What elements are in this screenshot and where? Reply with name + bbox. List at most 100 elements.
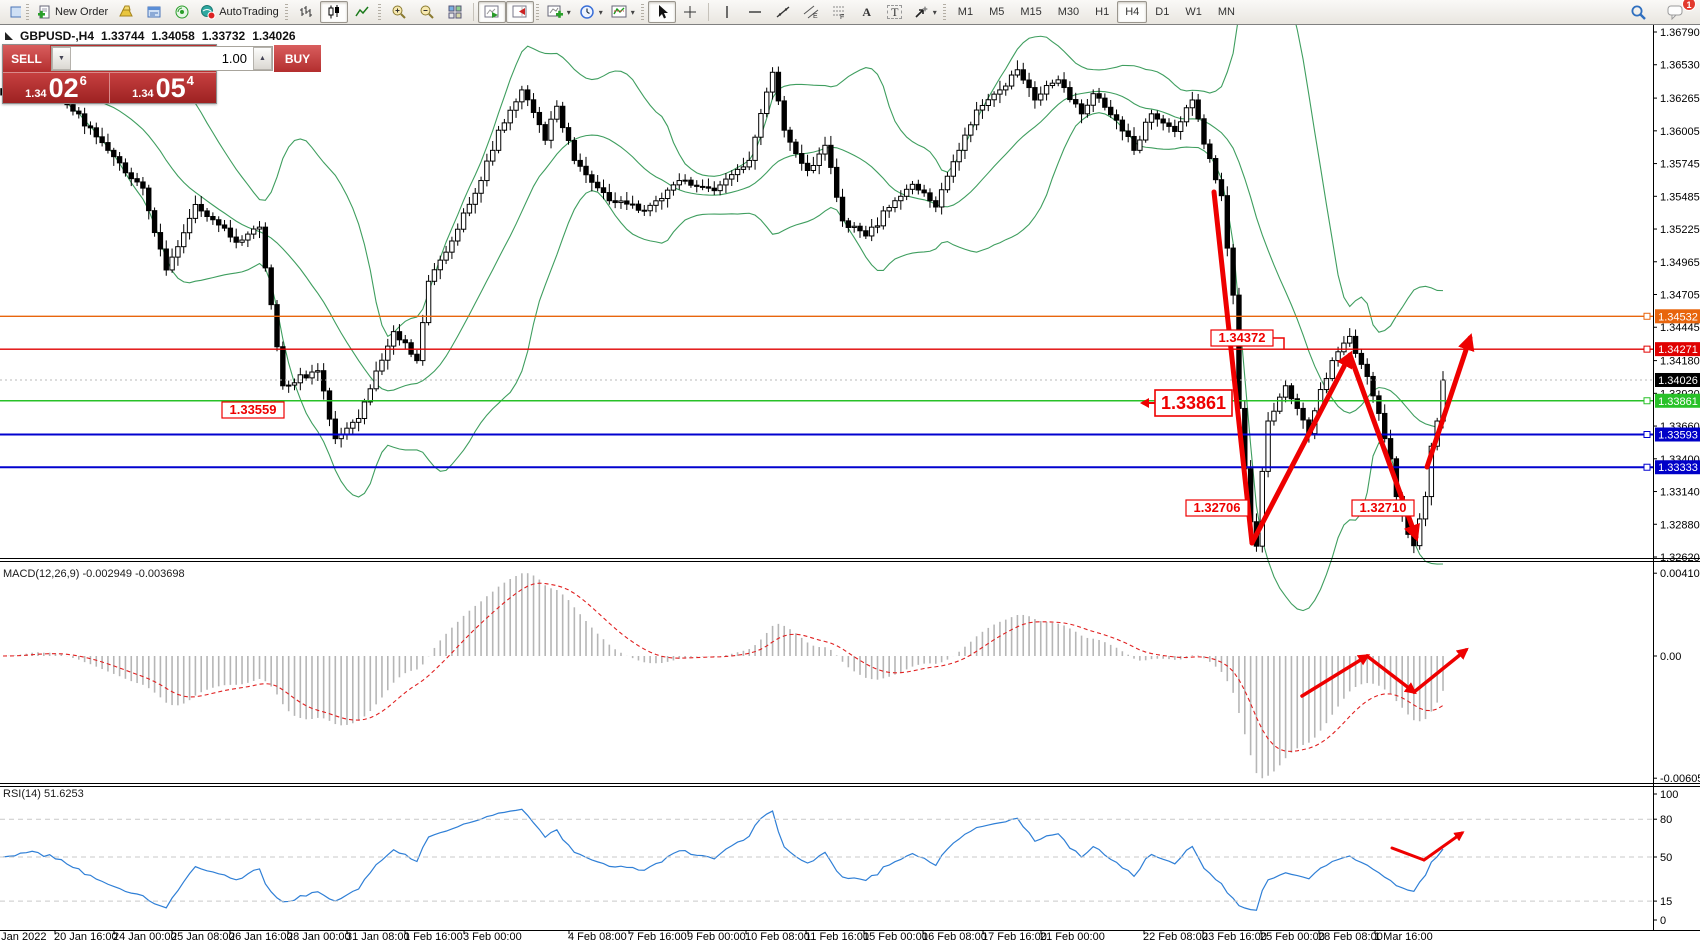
signal-button[interactable] [168, 1, 196, 23]
volume-increase-button[interactable]: ▲ [253, 47, 272, 70]
trend-arrow[interactable] [1412, 647, 1469, 694]
trend-arrow[interactable] [1365, 654, 1417, 695]
rsi-axis-tick: 15 [1660, 896, 1672, 908]
macd-axis-tick: 0.00 [1660, 651, 1681, 663]
search-button[interactable] [1624, 1, 1652, 23]
symbol-triangle-icon [5, 32, 13, 40]
price-axis-tick: 1.35225 [1660, 224, 1700, 236]
price-annotation-box[interactable] [1351, 499, 1415, 517]
macd-indicator-label: MACD(12,26,9) -0.002949 -0.003698 [3, 568, 185, 580]
metaeditor-button[interactable] [140, 1, 168, 23]
period-clock-button[interactable]: ▾ [575, 1, 607, 23]
price-level-badge-text: 1.33333 [1658, 462, 1698, 474]
trend-arrow[interactable] [1249, 350, 1353, 546]
trendline-icon [776, 6, 790, 18]
vertical-line-tool-button[interactable] [713, 1, 741, 23]
auto-scroll-button[interactable] [477, 1, 506, 23]
equidistant-channel-icon: E [803, 5, 819, 20]
toolbar-grip [26, 4, 29, 20]
time-axis-label: 25 Feb 00:00 [1260, 931, 1325, 942]
trend-arrow[interactable] [1424, 333, 1475, 470]
time-axis-label: 22 Feb 08:00 [1143, 931, 1208, 942]
autotrading-button[interactable]: AutoTrading [196, 1, 283, 23]
rsi-axis-tick: 50 [1660, 852, 1672, 864]
price-level-badge [1655, 309, 1700, 324]
price-level-badge [1655, 393, 1700, 408]
gold-button[interactable] [112, 1, 140, 23]
one-click-price-row: 1.34 02 6 1.34 05 4 [3, 72, 216, 103]
rsi-axis-tick: 100 [1660, 789, 1678, 801]
zoom-in-button[interactable] [385, 1, 413, 23]
crosshair-icon [683, 6, 696, 18]
price-level-badge-text: 1.34271 [1658, 344, 1698, 356]
timeframe-h1[interactable]: H1 [1095, 6, 1110, 18]
trendline-tool-button[interactable] [769, 1, 797, 23]
line-chart-button[interactable] [348, 1, 376, 23]
price-axis-tick: 1.35745 [1660, 159, 1700, 171]
dropdown-caret-icon: ▾ [630, 7, 635, 17]
indicators-button[interactable]: ▾ [607, 1, 639, 23]
timeframe-m15[interactable]: M15 [1020, 6, 1042, 18]
channel-letter: E [813, 13, 818, 20]
price-annotation-box[interactable] [1185, 499, 1249, 517]
axes: 1.36790 1.36530 1.36265 1.36005 1.35745 1.354… [0, 25, 1700, 931]
price-axis-tick: 1.34965 [1660, 257, 1700, 269]
new-order-button[interactable]: New Order [33, 1, 112, 23]
cursor-tool-button[interactable] [647, 1, 676, 23]
macd-axis-tick: -0.006056 [1660, 773, 1700, 785]
sell-button[interactable]: SELL [3, 45, 50, 72]
timeframe-m1[interactable]: M1 [957, 6, 974, 18]
sell-price[interactable]: 1.34 02 6 [3, 73, 109, 103]
price-annotation-text: 1.33861 [1161, 393, 1226, 413]
dropdown-caret-icon: ▾ [598, 7, 603, 17]
notifications-button[interactable]: 1 [1662, 0, 1696, 23]
text-tool-button[interactable]: A [853, 1, 881, 23]
horizontal-line-tool-button[interactable] [741, 1, 769, 23]
ohlc-low: 1.33732 [201, 29, 246, 43]
price-axis-tick: 1.36265 [1660, 93, 1700, 105]
price-level-badge [1655, 427, 1700, 442]
trend-arrow[interactable] [1300, 654, 1371, 698]
new-chart-button[interactable]: ▾ [543, 1, 575, 23]
toolbar-separator [707, 3, 709, 21]
bar-chart-button[interactable] [292, 1, 320, 23]
volume-input[interactable] [71, 51, 253, 66]
time-axis-label: 1 Mar 16:00 [1374, 931, 1433, 942]
timeframe-d1[interactable]: D1 [1155, 6, 1170, 18]
zoom-out-button[interactable] [413, 1, 441, 23]
price-axis-tick: 1.32880 [1660, 519, 1700, 531]
price-annotation-box[interactable] [221, 401, 285, 419]
trend-arrow[interactable] [1422, 831, 1465, 862]
timeframe-w1[interactable]: W1 [1185, 6, 1202, 18]
price-annotation-box[interactable] [1210, 329, 1274, 347]
timeframe-h4[interactable]: H4 [1117, 1, 1148, 23]
price-annotation-text: 1.32710 [1360, 500, 1407, 515]
trend-arrow[interactable] [1211, 189, 1255, 546]
clipped-toolbar-icon[interactable] [2, 1, 24, 23]
fibonacci-tool-button[interactable]: F [825, 1, 853, 23]
volume-decrease-button[interactable]: ▼ [52, 47, 71, 70]
crosshair-tool-button[interactable] [676, 1, 704, 23]
toolbar-grip [377, 4, 381, 20]
tile-windows-button[interactable] [441, 1, 469, 23]
timeframe-mn[interactable]: MN [1217, 6, 1235, 18]
time-axis-label: 1 Feb 16:00 [404, 931, 463, 942]
new-order-label: New Order [55, 6, 109, 18]
buy-button[interactable]: BUY [274, 45, 321, 72]
text-label-tool-button[interactable]: T [881, 1, 909, 23]
price-axis-tick: 1.34180 [1660, 356, 1700, 368]
arrows-tool-button[interactable]: ▾ [909, 1, 941, 23]
timeframe-m5[interactable]: M5 [989, 6, 1005, 18]
buy-price-big: 05 [155, 73, 186, 104]
channel-tool-button[interactable]: E [797, 1, 825, 23]
price-level-badge [1655, 460, 1700, 475]
trend-arrow[interactable] [1390, 846, 1426, 862]
buy-price[interactable]: 1.34 05 4 [109, 73, 216, 103]
candlestick-chart-button[interactable] [319, 1, 348, 23]
chart-canvas[interactable]: 1.36790 1.36530 1.36265 1.36005 1.35745 1.354… [0, 25, 1700, 942]
chart-shift-button[interactable] [505, 1, 534, 23]
price-annotation-box[interactable] [1154, 389, 1233, 417]
zoom-out-icon [420, 5, 434, 19]
timeframe-m30[interactable]: M30 [1057, 6, 1080, 18]
